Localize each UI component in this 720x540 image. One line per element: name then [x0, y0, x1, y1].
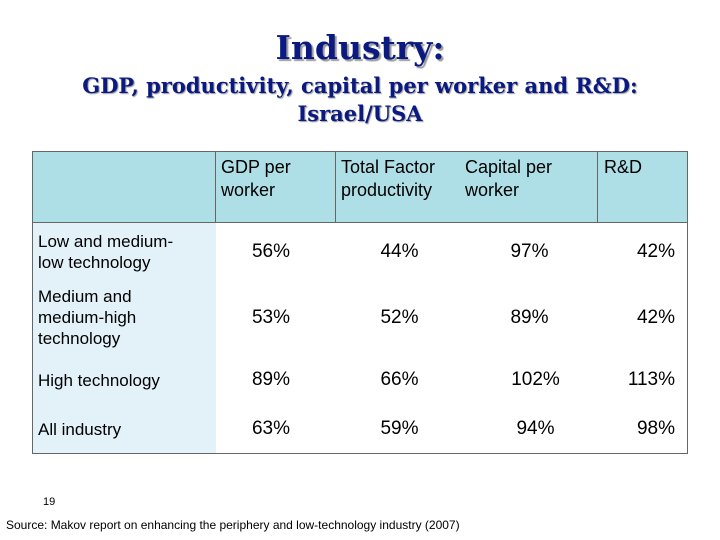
value-cell: 63%: [251, 418, 291, 439]
slide-title: Industry:: [275, 28, 445, 67]
comparison-table: GDP per worker Total Factor productivity…: [32, 151, 688, 454]
header-gdp-per-worker: GDP per worker: [216, 152, 336, 223]
header-line: worker: [465, 180, 520, 200]
row-label-medium-medium-high: Medium and medium-high technology: [33, 280, 216, 355]
header-capital-per-worker: Capital per worker: [463, 152, 598, 223]
row-label-line: low technology: [38, 252, 151, 272]
header-line: Capital per: [465, 157, 553, 177]
value-cell: 113%: [627, 369, 675, 390]
value-cell: 42%: [636, 240, 675, 262]
row-label-line: Medium and: [38, 287, 132, 306]
value-cell: 56%: [251, 240, 291, 262]
row-label-all-industry: All industry: [33, 405, 216, 453]
value-cell: 102%: [511, 369, 560, 390]
subtitle-line-2: Israel/USA: [297, 101, 423, 126]
source-note: Source: Makov report on enhancing the pe…: [6, 518, 460, 532]
row-label-line: Low and medium-: [38, 231, 174, 251]
row-label-line: technology: [38, 329, 121, 348]
subtitle-line-1: GDP, productivity, capital per worker an…: [82, 73, 638, 98]
value-cell: 59%: [380, 418, 419, 439]
header-total-factor-productivity: Total Factor productivity: [336, 152, 463, 223]
value-cell: 44%: [380, 240, 419, 262]
header-line: productivity: [341, 180, 433, 200]
row-label-high-technology: High technology: [33, 355, 216, 405]
row-label-line: High technology: [38, 370, 160, 390]
header-line: Total Factor: [341, 157, 436, 177]
value-cell: 94%: [516, 418, 555, 439]
value-cell: 53%: [251, 306, 291, 328]
value-cell: 89%: [251, 369, 291, 390]
header-corner-cell: [33, 152, 216, 223]
header-rnd: R&D: [598, 152, 687, 223]
value-cell: 98%: [636, 418, 675, 439]
slide-subtitle: GDP, productivity, capital per worker an…: [0, 72, 720, 128]
header-line: GDP per: [221, 157, 291, 177]
row-label-low-medium-low: Low and medium- low technology: [33, 223, 216, 280]
value-cell: 42%: [636, 306, 675, 328]
header-line: worker: [221, 180, 276, 200]
value-cell: 97%: [510, 240, 549, 262]
value-cell: 89%: [510, 306, 549, 328]
value-cell: 66%: [380, 369, 419, 390]
page-number: 19: [43, 496, 56, 508]
value-cell: 52%: [380, 306, 419, 328]
row-label-line: medium-high: [38, 308, 137, 327]
row-label-line: All industry: [38, 419, 122, 439]
header-line: R&D: [604, 157, 643, 177]
